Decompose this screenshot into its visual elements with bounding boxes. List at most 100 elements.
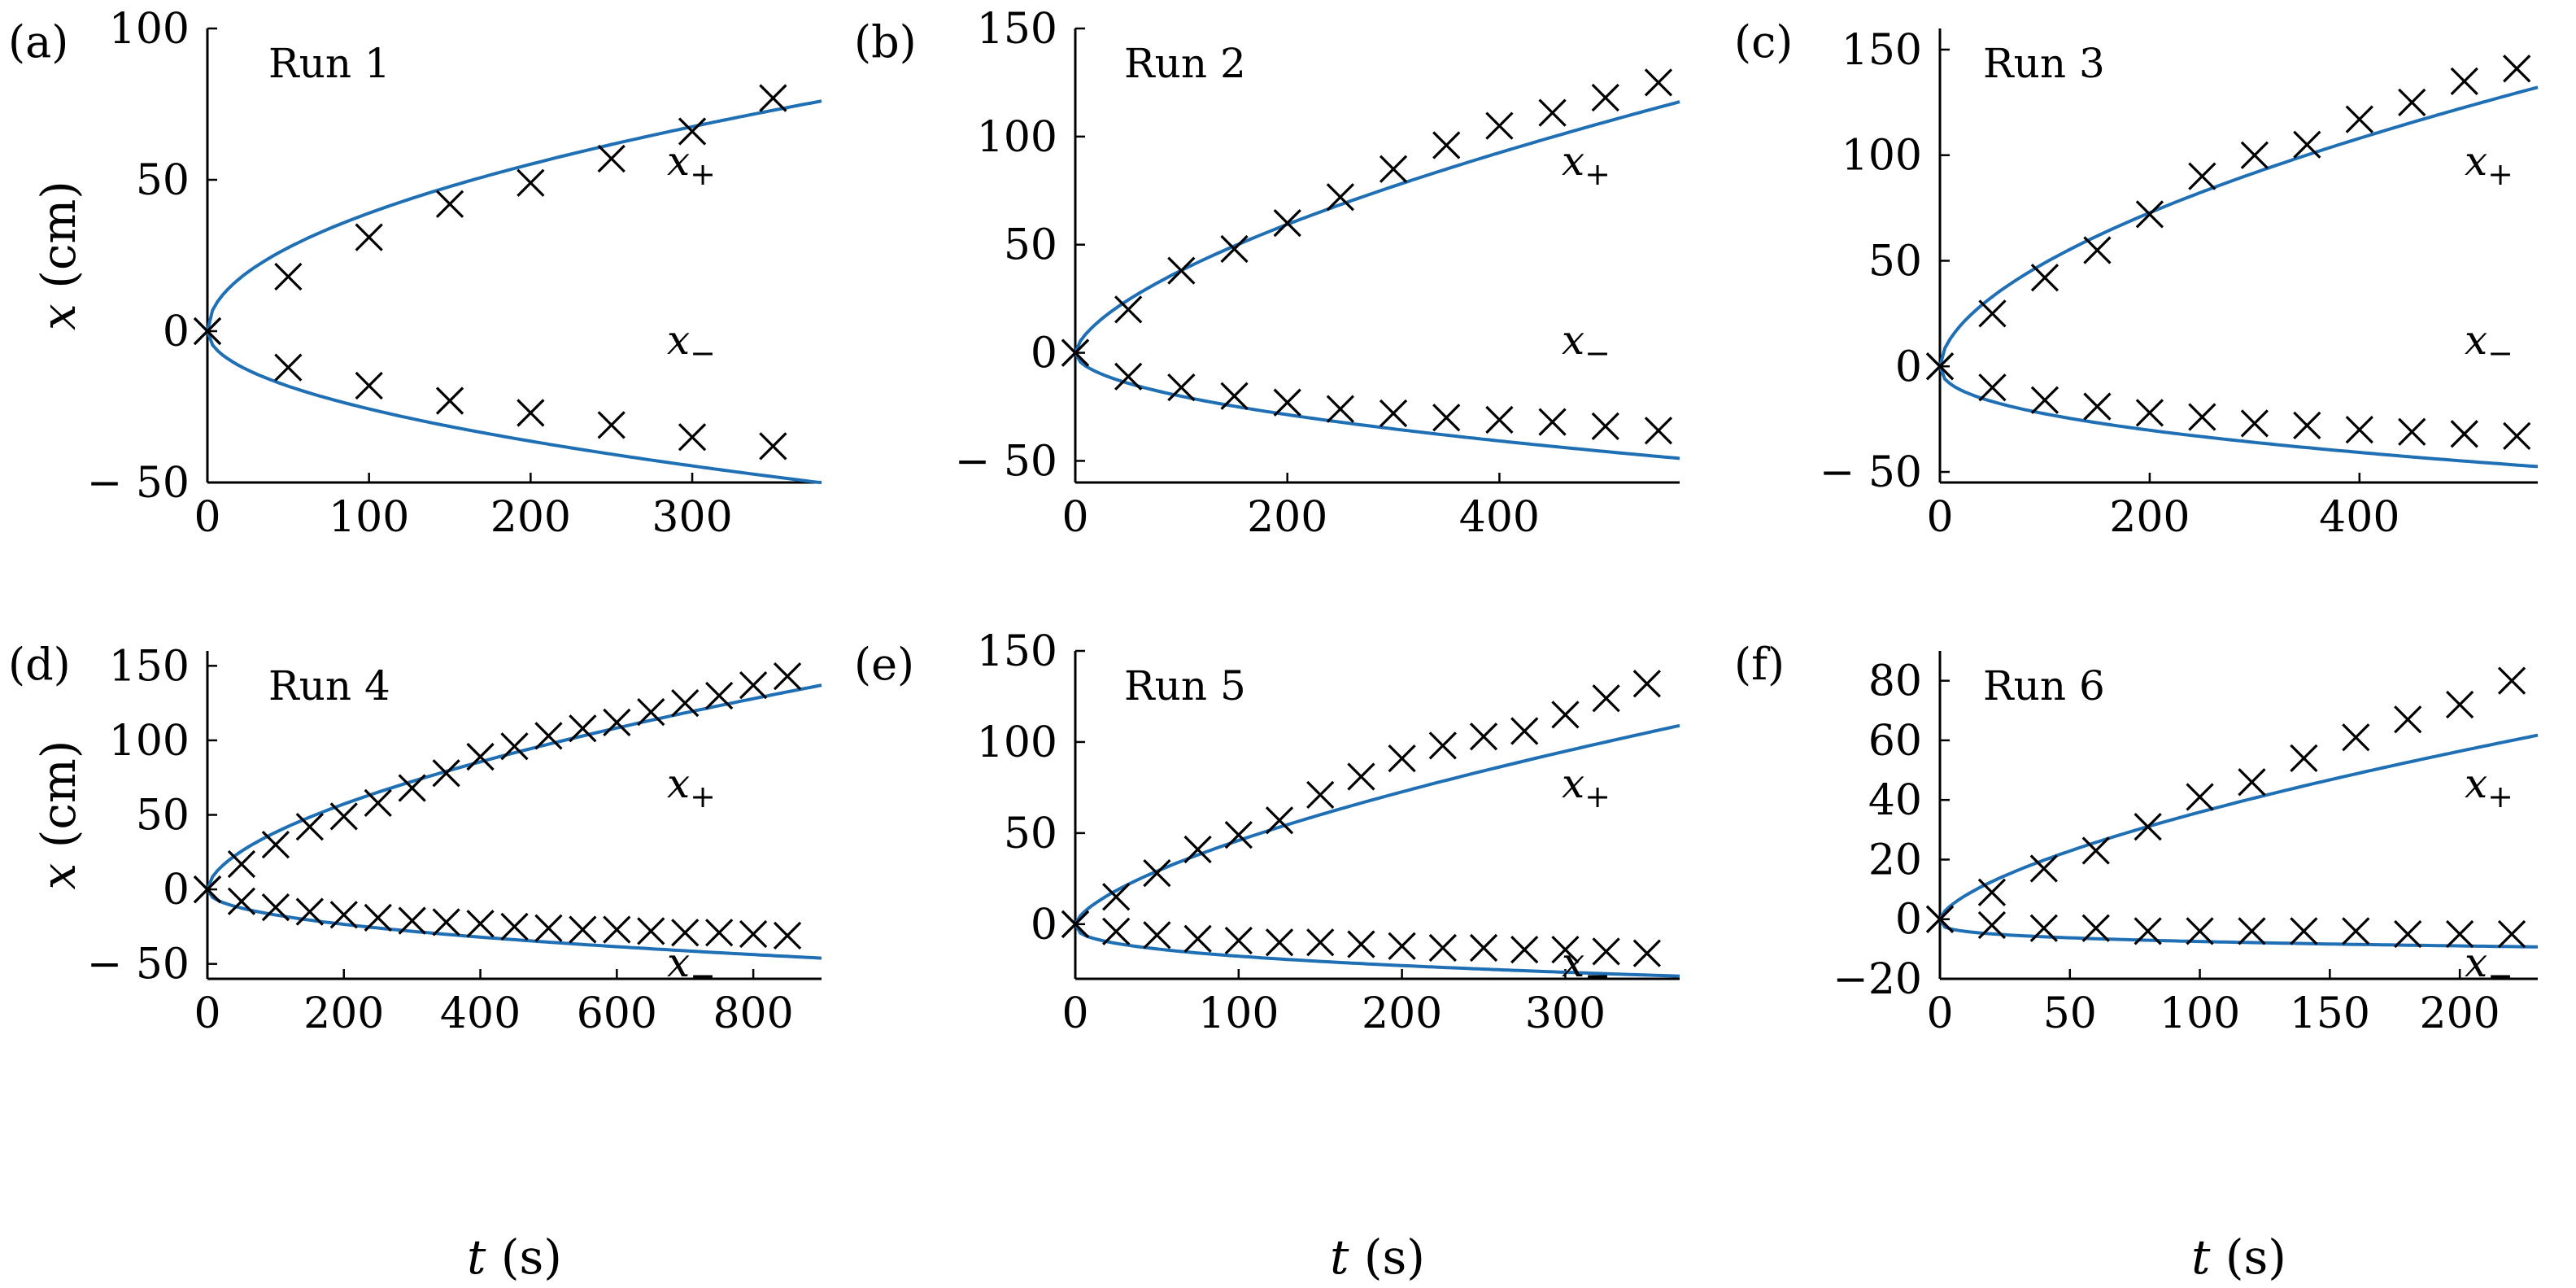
data-point-plus bbox=[2238, 768, 2266, 797]
x-tick-label: 200 bbox=[490, 493, 571, 542]
model-curve-plus bbox=[206, 683, 822, 890]
data-point-plus bbox=[1102, 883, 1131, 911]
data-point-minus bbox=[1644, 417, 1673, 445]
y-tick-label: − 50 bbox=[955, 437, 1057, 486]
data-point-plus bbox=[2134, 813, 2162, 841]
y-tick-label: 100 bbox=[1842, 132, 1922, 181]
x-axis-label: t (s) bbox=[1330, 1229, 1425, 1285]
run-title: Run 4 bbox=[268, 662, 390, 709]
data-point-minus bbox=[637, 917, 665, 945]
x-tick-label: 400 bbox=[1459, 493, 1540, 542]
x-tick-label: 0 bbox=[194, 493, 220, 542]
y-tick-label: 150 bbox=[977, 627, 1057, 676]
x-tick-label: 300 bbox=[652, 493, 732, 542]
x-axis-label: t (s) bbox=[2191, 1229, 2286, 1285]
data-point-minus bbox=[517, 399, 545, 427]
data-point-plus bbox=[435, 190, 464, 218]
y-tick-label: 50 bbox=[1004, 810, 1057, 858]
data-point-minus bbox=[193, 317, 222, 346]
data-point-minus bbox=[2497, 919, 2526, 949]
data-point-plus bbox=[1644, 68, 1673, 97]
panel-letter: (c) bbox=[1734, 16, 1793, 68]
data-point-minus bbox=[2394, 919, 2422, 949]
data-point-minus bbox=[1114, 362, 1143, 391]
data-point-minus bbox=[2083, 392, 2112, 421]
data-point-minus bbox=[2134, 917, 2162, 945]
data-point-plus bbox=[597, 144, 625, 173]
y-tick-label: 0 bbox=[1031, 330, 1057, 378]
data-point-minus bbox=[569, 915, 597, 944]
model-curve-plus bbox=[1074, 100, 1680, 354]
data-point-plus bbox=[1469, 723, 1498, 751]
model-curve-minus bbox=[206, 889, 822, 960]
x-tick-label: 0 bbox=[1061, 493, 1088, 542]
data-point-minus bbox=[2398, 417, 2426, 446]
data-point-minus bbox=[432, 908, 460, 937]
data-point-plus bbox=[2445, 690, 2474, 719]
y-tick-label: 20 bbox=[1868, 836, 1922, 884]
data-point-minus bbox=[1102, 917, 1131, 945]
data-point-minus bbox=[1428, 933, 1457, 963]
data-point-plus bbox=[739, 671, 768, 700]
data-point-minus bbox=[2240, 409, 2269, 438]
data-point-plus bbox=[1592, 684, 1620, 713]
data-point-plus bbox=[1978, 299, 2007, 328]
data-point-plus bbox=[1143, 859, 1171, 888]
data-point-minus bbox=[2450, 420, 2478, 448]
series-label-plus: x+ bbox=[2465, 138, 2513, 192]
data-point-minus bbox=[2029, 914, 2058, 942]
data-point-minus bbox=[534, 914, 563, 942]
y-tick-label: 50 bbox=[1868, 237, 1922, 286]
data-point-plus bbox=[759, 84, 787, 112]
data-point-plus bbox=[2029, 854, 2058, 883]
data-point-plus bbox=[1306, 780, 1335, 810]
data-point-plus bbox=[274, 262, 303, 291]
y-tick-label: 100 bbox=[109, 717, 190, 766]
data-point-plus bbox=[2398, 88, 2426, 116]
data-point-plus bbox=[227, 849, 256, 879]
data-point-plus bbox=[1591, 83, 1619, 112]
data-point-plus bbox=[1510, 717, 1539, 745]
x-tick-label: 200 bbox=[303, 989, 384, 1038]
data-point-plus bbox=[2293, 130, 2321, 159]
data-point-minus bbox=[1265, 928, 1294, 957]
x-tick-label: 0 bbox=[1061, 989, 1088, 1038]
data-point-minus bbox=[1379, 399, 1408, 428]
model-curve-minus bbox=[1938, 365, 2539, 469]
data-point-plus bbox=[534, 722, 563, 750]
data-point-minus bbox=[1061, 910, 1090, 938]
y-tick-label: 150 bbox=[1842, 26, 1922, 75]
data-point-minus bbox=[1273, 388, 1301, 417]
y-axis-label: x (cm) bbox=[31, 740, 86, 890]
data-point-minus bbox=[1347, 930, 1375, 958]
data-point-plus bbox=[295, 813, 324, 841]
x-tick-label: 200 bbox=[2109, 493, 2190, 542]
run-title: Run 5 bbox=[1124, 662, 1246, 709]
data-point-minus bbox=[1167, 373, 1196, 402]
data-point-minus bbox=[1538, 408, 1567, 436]
data-point-plus bbox=[2394, 705, 2422, 734]
data-point-plus bbox=[2450, 67, 2478, 96]
x-tick-label: 200 bbox=[1362, 989, 1442, 1038]
data-point-minus bbox=[2238, 917, 2266, 945]
data-point-minus bbox=[500, 912, 529, 941]
data-point-minus bbox=[1510, 936, 1539, 964]
y-tick-label: 50 bbox=[136, 156, 190, 205]
panel-letter: (d) bbox=[8, 639, 71, 690]
panel-letter: (b) bbox=[854, 16, 917, 68]
data-point-plus bbox=[432, 759, 460, 788]
y-tick-label: 100 bbox=[977, 113, 1057, 162]
data-point-minus bbox=[1925, 905, 1955, 933]
y-tick-label: 0 bbox=[163, 308, 190, 356]
data-point-minus bbox=[678, 423, 707, 452]
x-tick-label: 300 bbox=[1525, 989, 1606, 1038]
data-point-plus bbox=[329, 802, 358, 831]
model-curve-minus bbox=[206, 330, 822, 484]
data-point-plus bbox=[1183, 835, 1212, 864]
data-point-plus bbox=[261, 831, 290, 859]
data-point-plus bbox=[1265, 806, 1294, 835]
